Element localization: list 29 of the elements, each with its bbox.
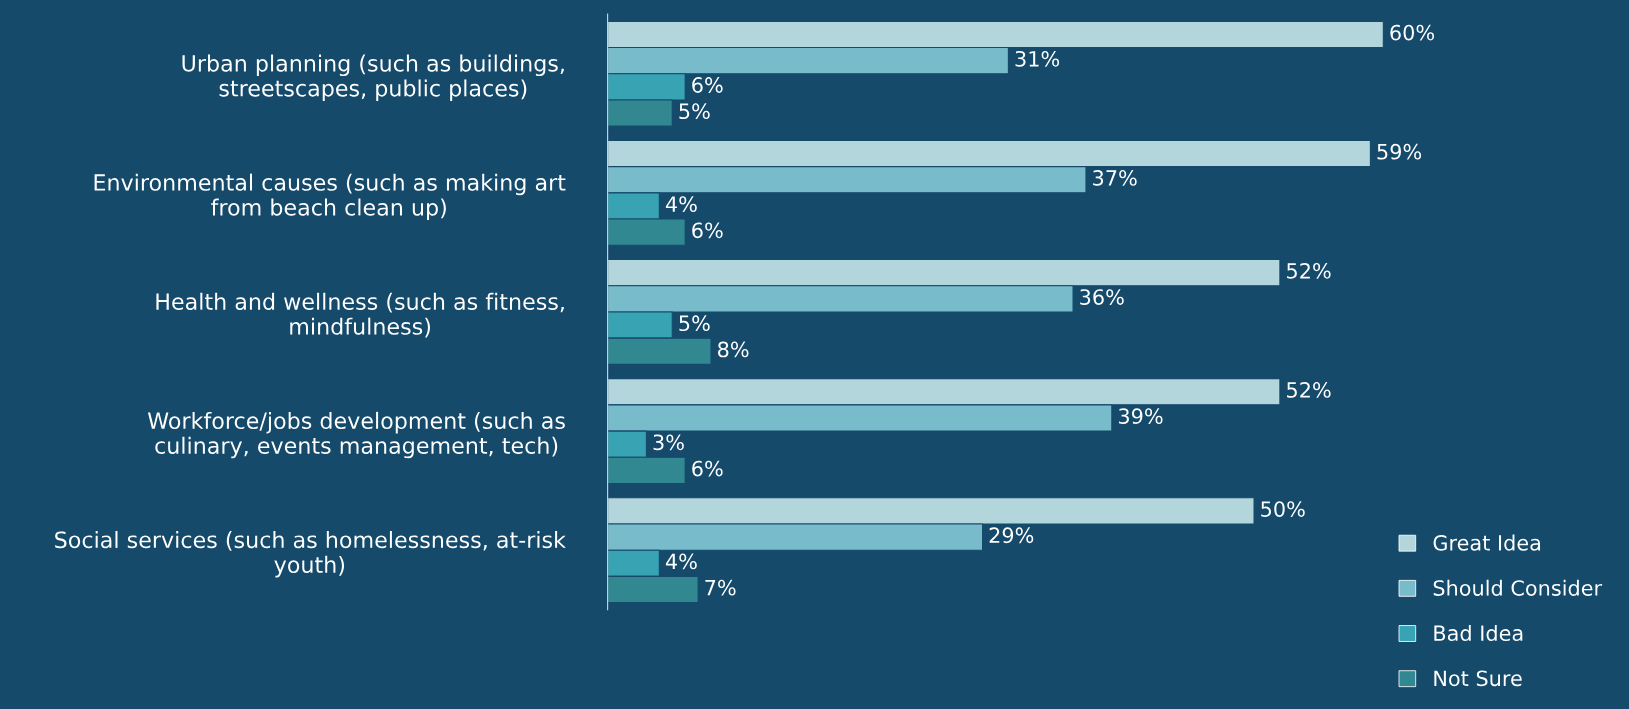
data-label: 6%	[692, 460, 723, 477]
data-label: 39%	[1118, 408, 1163, 425]
data-label: 37%	[1093, 170, 1137, 186]
data-label: 3%	[653, 434, 684, 451]
data-label: 59%	[1377, 143, 1422, 160]
data-label: 36%	[1080, 289, 1124, 305]
data-label: 60%	[1390, 24, 1435, 41]
y-tick-label: Social services (such as homelessness, at-risk youth)	[55, 530, 566, 578]
data-label: 6%	[692, 222, 723, 239]
data-label: 29%	[989, 527, 1034, 544]
data-label: 8%	[718, 341, 749, 358]
data-label: 50%	[1261, 501, 1305, 517]
y-tick-label: Urban planning (such as buildings, streetscapes, public places)	[182, 54, 564, 101]
y-tick-label: Environmental causes (such as making art from beach clean up)	[94, 173, 566, 221]
legend-label: Great Idea	[1433, 534, 1541, 551]
data-label: 6%	[692, 77, 723, 93]
data-label: 31%	[1015, 50, 1060, 67]
data-label: 4%	[665, 553, 697, 570]
legend-label: Not Sure	[1434, 670, 1522, 687]
legend-label: Bad Idea	[1434, 624, 1523, 642]
data-label: 52%	[1287, 382, 1331, 398]
data-label: 5%	[679, 103, 710, 120]
data-label: 4%	[665, 196, 697, 212]
legend-label: Should Consider	[1433, 579, 1603, 596]
data-label: 5%	[679, 315, 710, 332]
data-label: 7%	[705, 579, 736, 596]
data-label: 52%	[1287, 262, 1331, 279]
y-tick-label: Workforce/jobs development (such as culinary, events management, tech)	[147, 411, 565, 459]
y-tick-label: Health and wellness (such as fitness, mindfulness)	[156, 292, 564, 338]
